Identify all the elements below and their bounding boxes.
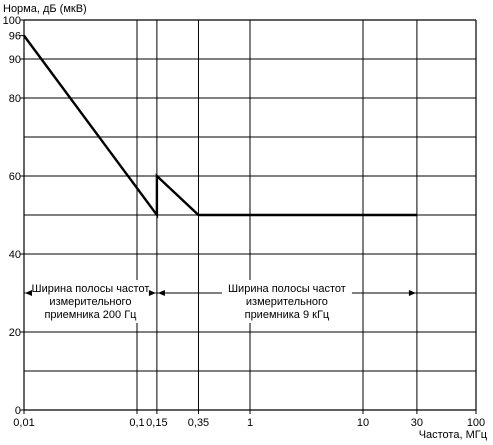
- annotation-text: Ширина полосы частот: [228, 283, 346, 295]
- y-tick-label: 90: [9, 54, 21, 66]
- x-tick-label: 0,35: [188, 417, 209, 429]
- x-tick-label: 30: [411, 417, 423, 429]
- annotations: Ширина полосы частотизмерительногоприемн…: [23, 280, 416, 323]
- annotation-text: Ширина полосы частот: [32, 283, 150, 295]
- arrowhead-right: [408, 290, 416, 296]
- y-tick-label: 20: [9, 327, 21, 339]
- y-tick-label: 40: [9, 249, 21, 261]
- tick-labels: 0 20 40 60 80 90 96 100 0,01 0,1 0,15 0,35 1 10 30 100: [3, 15, 486, 429]
- annotation-text: измерительного: [246, 296, 328, 308]
- y-tick-label: 100: [3, 15, 21, 27]
- x-axis-label: Частота, МГц: [419, 429, 488, 441]
- y-tick-label: 0: [15, 405, 21, 417]
- annotation-text: приемника 200 Гц: [44, 309, 137, 321]
- x-tick-label: 1: [247, 417, 253, 429]
- x-tick-label: 0,01: [13, 417, 34, 429]
- annotation-text: приемника 9 кГц: [245, 309, 330, 321]
- arrowhead-left: [157, 290, 165, 296]
- y-axis-label: Норма, дБ (мкВ): [3, 3, 87, 15]
- series: [23, 34, 417, 219]
- x-tick-label: 0,15: [146, 417, 167, 429]
- x-tick-label: 0,1: [129, 417, 144, 429]
- x-tick-label: 10: [357, 417, 369, 429]
- y-tick-label: 60: [9, 171, 21, 183]
- annotation-text: измерительного: [49, 296, 131, 308]
- grid: [20, 19, 477, 414]
- annotation-bg: [25, 280, 156, 323]
- annotation-bg: [221, 280, 352, 323]
- arrowhead-left: [25, 290, 32, 296]
- y-tick-label: 80: [9, 93, 21, 105]
- y-tick-label: 96: [9, 31, 21, 43]
- x-tick-label: 100: [467, 417, 485, 429]
- arrowhead-right: [148, 290, 156, 296]
- limit-line: [23, 34, 417, 219]
